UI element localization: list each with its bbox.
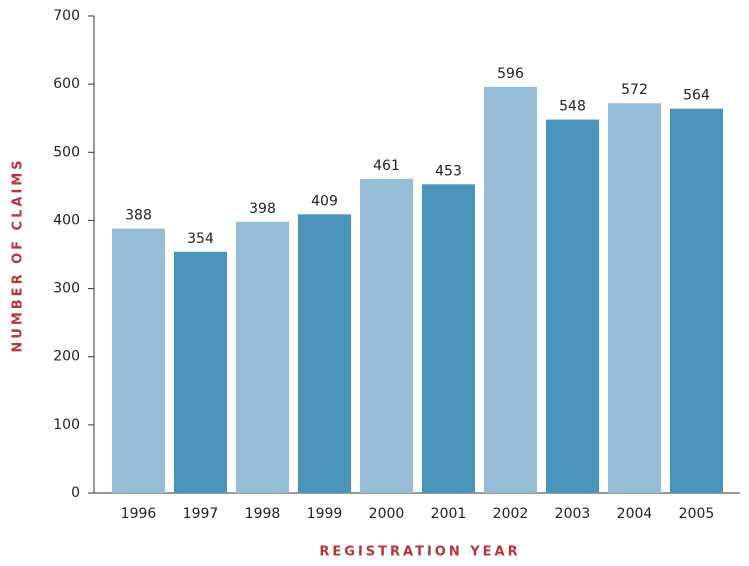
x-tick-label: 1997 (183, 506, 219, 522)
bar (112, 228, 165, 493)
value-label: 453 (435, 163, 462, 179)
y-tick-label: 200 (53, 349, 80, 365)
bar (484, 86, 537, 494)
bar (608, 103, 661, 494)
bar (174, 251, 227, 493)
bar (360, 178, 413, 493)
x-tick-label: 1998 (245, 506, 281, 522)
x-tick-label: 2001 (431, 506, 467, 522)
value-label: 409 (311, 193, 338, 209)
bar (298, 214, 351, 493)
x-tick-label: 2000 (369, 506, 405, 522)
value-label: 596 (497, 66, 524, 82)
value-label: 564 (683, 88, 710, 104)
y-tick-label: 100 (53, 417, 80, 433)
bar (422, 184, 475, 493)
y-axis-title: NUMBER OF CLAIMS (11, 157, 26, 352)
x-tick-label: 1999 (307, 506, 343, 522)
value-label: 398 (249, 201, 276, 217)
value-label: 572 (621, 82, 648, 98)
value-label: 461 (373, 158, 400, 174)
x-axis-title: REGISTRATION YEAR (319, 545, 520, 560)
x-tick-label: 2002 (493, 506, 529, 522)
x-tick-label: 2005 (679, 506, 715, 522)
y-tick-label: 700 (53, 8, 80, 24)
x-tick-label: 2003 (555, 506, 591, 522)
value-label: 548 (559, 99, 586, 115)
y-tick-label: 600 (53, 76, 80, 92)
value-label: 388 (125, 208, 152, 224)
bar (546, 119, 599, 493)
y-tick-label: 500 (53, 144, 80, 160)
y-tick-label: 0 (71, 485, 80, 501)
bar (670, 108, 723, 493)
value-label: 354 (187, 231, 214, 247)
y-tick-label: 300 (53, 281, 80, 297)
y-tick-label: 400 (53, 212, 80, 228)
x-tick-label: 1996 (121, 506, 157, 522)
x-tick-label: 2004 (617, 506, 653, 522)
bar (236, 221, 289, 493)
